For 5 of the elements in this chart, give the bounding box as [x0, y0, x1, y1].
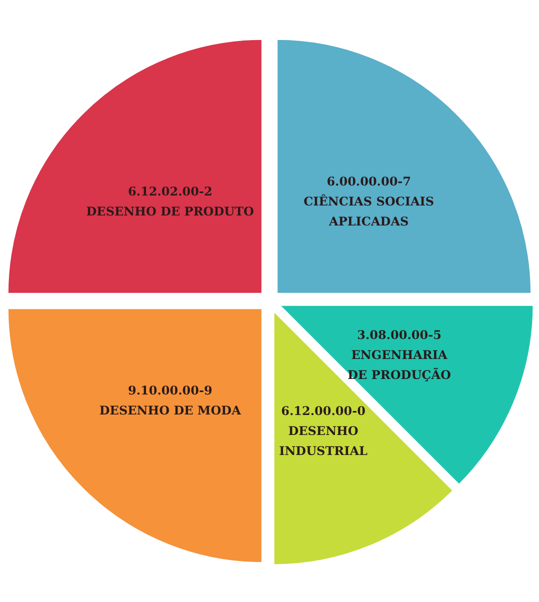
slice-label: 3.08.00.00-5 ENGENHARIA DE PRODUÇÃO	[348, 328, 451, 382]
slice-label: 6.12.00.00-0 DESENHO INDUSTRIAL	[279, 404, 368, 458]
slice-label: 9.10.00.00-9 DESENHO DE MODA	[99, 383, 242, 418]
slice-label: 6.12.02.00-2 DESENHO DE PRODUTO	[86, 184, 254, 219]
slice-label: 6.00.00.00-7 CIÊNCIAS SOCIAIS APLICADAS	[304, 174, 434, 229]
